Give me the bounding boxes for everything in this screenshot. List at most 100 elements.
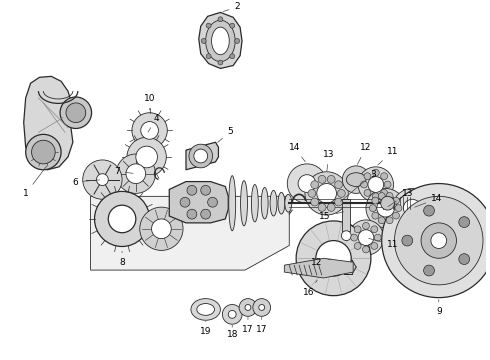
- Circle shape: [222, 305, 242, 324]
- Circle shape: [208, 197, 218, 207]
- Text: 8: 8: [119, 251, 125, 267]
- Circle shape: [235, 39, 240, 44]
- Circle shape: [259, 305, 265, 310]
- Circle shape: [363, 222, 369, 229]
- Circle shape: [372, 193, 379, 200]
- Circle shape: [368, 177, 384, 192]
- Circle shape: [351, 234, 358, 241]
- Ellipse shape: [261, 188, 268, 219]
- Circle shape: [338, 189, 345, 197]
- Polygon shape: [186, 142, 219, 170]
- Circle shape: [151, 219, 171, 239]
- Ellipse shape: [197, 303, 215, 315]
- Circle shape: [342, 231, 351, 240]
- Circle shape: [386, 217, 393, 224]
- Circle shape: [201, 209, 211, 219]
- Circle shape: [327, 175, 335, 183]
- Circle shape: [127, 137, 166, 177]
- Circle shape: [403, 199, 421, 217]
- Circle shape: [132, 113, 167, 148]
- Circle shape: [350, 174, 362, 185]
- Text: 13: 13: [323, 150, 334, 171]
- Circle shape: [141, 122, 158, 139]
- Circle shape: [298, 175, 316, 192]
- Text: 11: 11: [368, 238, 398, 249]
- Ellipse shape: [251, 185, 258, 222]
- Circle shape: [378, 217, 385, 224]
- Circle shape: [343, 166, 370, 193]
- Ellipse shape: [270, 190, 277, 216]
- Circle shape: [372, 197, 379, 204]
- Circle shape: [372, 212, 379, 219]
- Text: 13: 13: [388, 189, 413, 207]
- Ellipse shape: [285, 194, 292, 212]
- Circle shape: [364, 189, 371, 196]
- Text: 18: 18: [226, 325, 238, 339]
- Polygon shape: [284, 258, 353, 278]
- Circle shape: [25, 134, 61, 170]
- Circle shape: [381, 189, 388, 196]
- Circle shape: [348, 220, 384, 255]
- Circle shape: [335, 181, 343, 189]
- Circle shape: [363, 246, 369, 253]
- Ellipse shape: [191, 298, 220, 320]
- Circle shape: [424, 205, 435, 216]
- Circle shape: [381, 173, 388, 180]
- Bar: [343, 199, 350, 231]
- Circle shape: [382, 184, 490, 298]
- Text: 7: 7: [114, 167, 133, 176]
- Circle shape: [459, 217, 469, 228]
- Circle shape: [201, 185, 211, 195]
- Circle shape: [60, 97, 92, 129]
- Circle shape: [180, 197, 190, 207]
- Circle shape: [305, 172, 348, 215]
- Circle shape: [218, 17, 223, 22]
- Ellipse shape: [278, 192, 285, 214]
- Circle shape: [392, 188, 432, 228]
- Circle shape: [335, 198, 343, 206]
- Circle shape: [311, 181, 319, 189]
- Text: 3: 3: [341, 170, 376, 202]
- Text: 12: 12: [357, 143, 371, 165]
- Circle shape: [402, 235, 413, 246]
- Circle shape: [394, 196, 483, 285]
- Text: 5: 5: [218, 127, 233, 143]
- Text: 4: 4: [148, 114, 159, 132]
- Circle shape: [378, 193, 385, 199]
- Circle shape: [327, 203, 335, 211]
- Circle shape: [361, 181, 368, 188]
- Circle shape: [218, 60, 223, 65]
- Circle shape: [395, 205, 402, 212]
- Circle shape: [386, 193, 393, 199]
- Ellipse shape: [229, 176, 236, 231]
- Ellipse shape: [241, 181, 247, 226]
- Circle shape: [126, 164, 146, 184]
- Circle shape: [136, 146, 157, 168]
- Circle shape: [201, 39, 206, 44]
- Circle shape: [374, 234, 381, 241]
- Circle shape: [31, 140, 55, 164]
- Circle shape: [296, 221, 371, 296]
- Circle shape: [287, 164, 327, 203]
- Circle shape: [317, 184, 337, 203]
- Circle shape: [187, 209, 197, 219]
- Circle shape: [424, 265, 435, 276]
- Circle shape: [253, 298, 270, 316]
- Circle shape: [187, 185, 197, 195]
- Circle shape: [354, 226, 361, 233]
- Circle shape: [358, 230, 374, 246]
- Circle shape: [308, 189, 316, 197]
- Circle shape: [83, 160, 122, 199]
- Circle shape: [372, 169, 379, 176]
- Circle shape: [384, 181, 391, 188]
- Text: 14: 14: [289, 143, 305, 162]
- Circle shape: [335, 224, 358, 247]
- Text: 11: 11: [378, 147, 398, 165]
- Text: 15: 15: [319, 212, 343, 221]
- Circle shape: [318, 203, 326, 211]
- Circle shape: [316, 240, 351, 276]
- Circle shape: [392, 197, 399, 204]
- Circle shape: [206, 23, 211, 28]
- Circle shape: [381, 196, 394, 210]
- Circle shape: [116, 154, 155, 193]
